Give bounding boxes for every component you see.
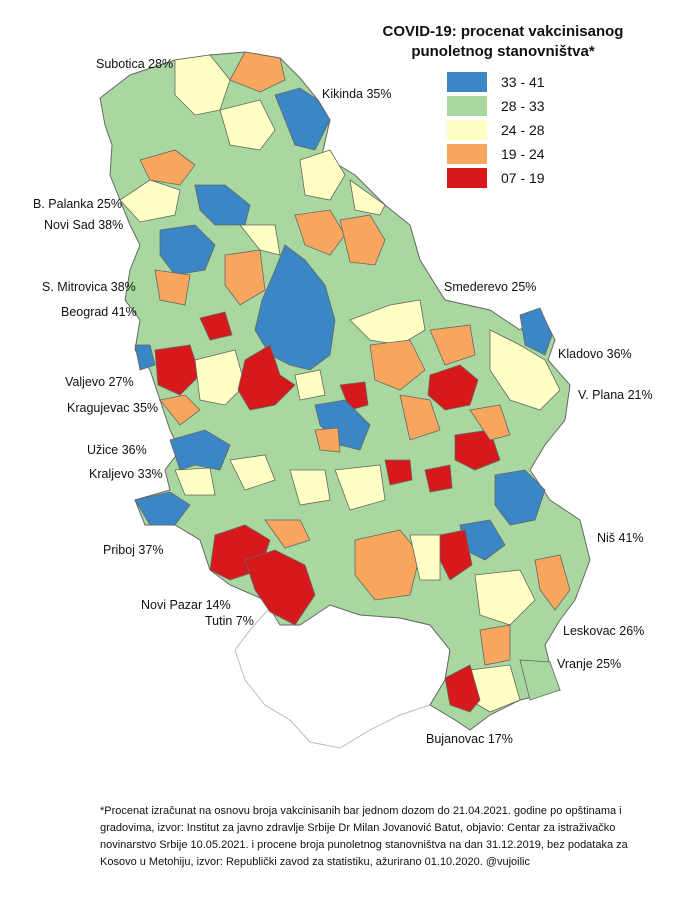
region-yellow-4 — [299, 149, 346, 201]
region-yellow-3 — [119, 179, 181, 223]
legend-label-3: 24 - 28 — [501, 122, 545, 138]
city-label-kraljevo: Kraljevo 33% — [89, 467, 163, 481]
city-label-nis: Niš 41% — [597, 531, 644, 545]
region-sabac — [134, 344, 156, 371]
region-tutin — [244, 549, 316, 626]
legend-item: 19 - 24 — [447, 142, 545, 166]
region-orange-14 — [534, 554, 571, 611]
region-orange-16 — [264, 519, 311, 549]
legend-swatch-1 — [447, 72, 487, 92]
legend-label-1: 33 - 41 — [501, 74, 545, 90]
legend-label-4: 19 - 24 — [501, 146, 545, 162]
city-label-bpalanka: B. Palanka 25% — [33, 197, 122, 211]
region-beograd — [254, 244, 336, 371]
region-yellow-16 — [229, 454, 276, 491]
region-orange-6 — [154, 269, 191, 306]
region-orange-11 — [399, 394, 441, 441]
region-orange-3 — [294, 209, 346, 256]
region-yellow-6 — [239, 224, 281, 256]
region-orange-7 — [159, 394, 201, 426]
legend-item: 24 - 28 — [447, 118, 545, 142]
legend-swatch-2 — [447, 96, 487, 116]
legend-label-5: 07 - 19 — [501, 170, 545, 186]
region-yellow-2 — [219, 99, 276, 151]
region-yellow-15 — [289, 469, 331, 506]
legend-swatch-4 — [447, 144, 487, 164]
city-label-smederevo: Smederevo 25% — [444, 280, 537, 294]
city-label-kragujevac: Kragujevac 35% — [67, 401, 159, 415]
footnote: *Procenat izračunat na osnovu broja vakc… — [100, 805, 628, 868]
city-label-kikinda: Kikinda 35% — [322, 87, 392, 101]
region-vplana-red — [427, 364, 479, 411]
legend-label-2: 28 - 33 — [501, 98, 545, 114]
region-yellow-9 — [174, 467, 216, 496]
city-label-smitrovica: S. Mitrovica 38% — [42, 280, 136, 294]
city-label-beograd: Beograd 41% — [61, 305, 137, 319]
legend-swatch-3 — [447, 120, 487, 140]
region-yellow-7 — [194, 349, 246, 406]
city-label-tutin: Tutin 7% — [205, 614, 254, 628]
city-label-bujanovac: Bujanovac 17% — [426, 732, 513, 746]
legend-swatch-5 — [447, 168, 487, 188]
region-orange-15 — [479, 624, 511, 666]
region-kladovo — [519, 307, 553, 356]
region-yellow-11 — [334, 464, 386, 511]
region-orange-12 — [469, 404, 511, 441]
region-bujanovac — [444, 664, 481, 713]
city-label-uzice: Užice 36% — [87, 443, 147, 457]
city-label-novisad: Novi Sad 38% — [44, 218, 124, 232]
city-label-priboj: Priboj 37% — [103, 543, 164, 557]
map-title-line1: COVID-19: procenat vakcinisanog — [382, 23, 624, 40]
region-smederevo — [349, 299, 426, 346]
region-orange-2 — [139, 149, 196, 186]
region-yellow-5 — [349, 179, 386, 216]
region-red-1 — [199, 311, 233, 341]
city-label-leskovac: Leskovac 26% — [563, 624, 645, 638]
region-vranje — [519, 659, 561, 701]
map-title-line2: punoletnog stanovništva* — [411, 43, 595, 60]
kosovo-region — [234, 604, 451, 749]
region-yellow-12 — [409, 534, 441, 581]
map-title: COVID-19: procenat vakcinisanog punoletn… — [338, 22, 668, 62]
city-label-novipazar: Novi Pazar 14% — [141, 598, 231, 612]
region-red-6 — [424, 464, 453, 493]
legend: 33 - 41 28 - 33 24 - 28 19 - 24 07 - 19 — [447, 70, 545, 190]
city-label-subotica: Subotica 28% — [96, 57, 174, 71]
region-red-5 — [384, 459, 413, 486]
region-orange-1 — [229, 51, 286, 93]
region-orange-13 — [354, 529, 421, 601]
region-orange-4 — [339, 214, 386, 266]
region-kragujevac — [314, 399, 371, 451]
city-label-vranje: Vranje 25% — [557, 657, 622, 671]
region-orange-10 — [429, 324, 476, 366]
region-orange-9 — [369, 339, 426, 391]
legend-item: 07 - 19 — [447, 166, 545, 190]
region-kikinda — [274, 87, 331, 151]
region-red-2 — [154, 344, 201, 396]
region-orange-8 — [314, 427, 341, 453]
region-novisad — [159, 224, 216, 276]
region-priboj — [134, 491, 191, 526]
region-yellow-10 — [489, 329, 561, 411]
legend-item: 33 - 41 — [447, 70, 545, 94]
region-yellow-13 — [474, 569, 536, 626]
city-label-valjevo: Valjevo 27% — [65, 375, 134, 389]
region-yellow-8 — [294, 369, 326, 401]
region-valjevo-red — [237, 344, 296, 411]
city-label-kladovo: Kladovo 36% — [558, 347, 632, 361]
region-orange-5 — [224, 249, 266, 306]
city-label-vplana: V. Plana 21% — [578, 388, 653, 402]
legend-item: 28 - 33 — [447, 94, 545, 118]
region-nis-area — [494, 469, 546, 526]
